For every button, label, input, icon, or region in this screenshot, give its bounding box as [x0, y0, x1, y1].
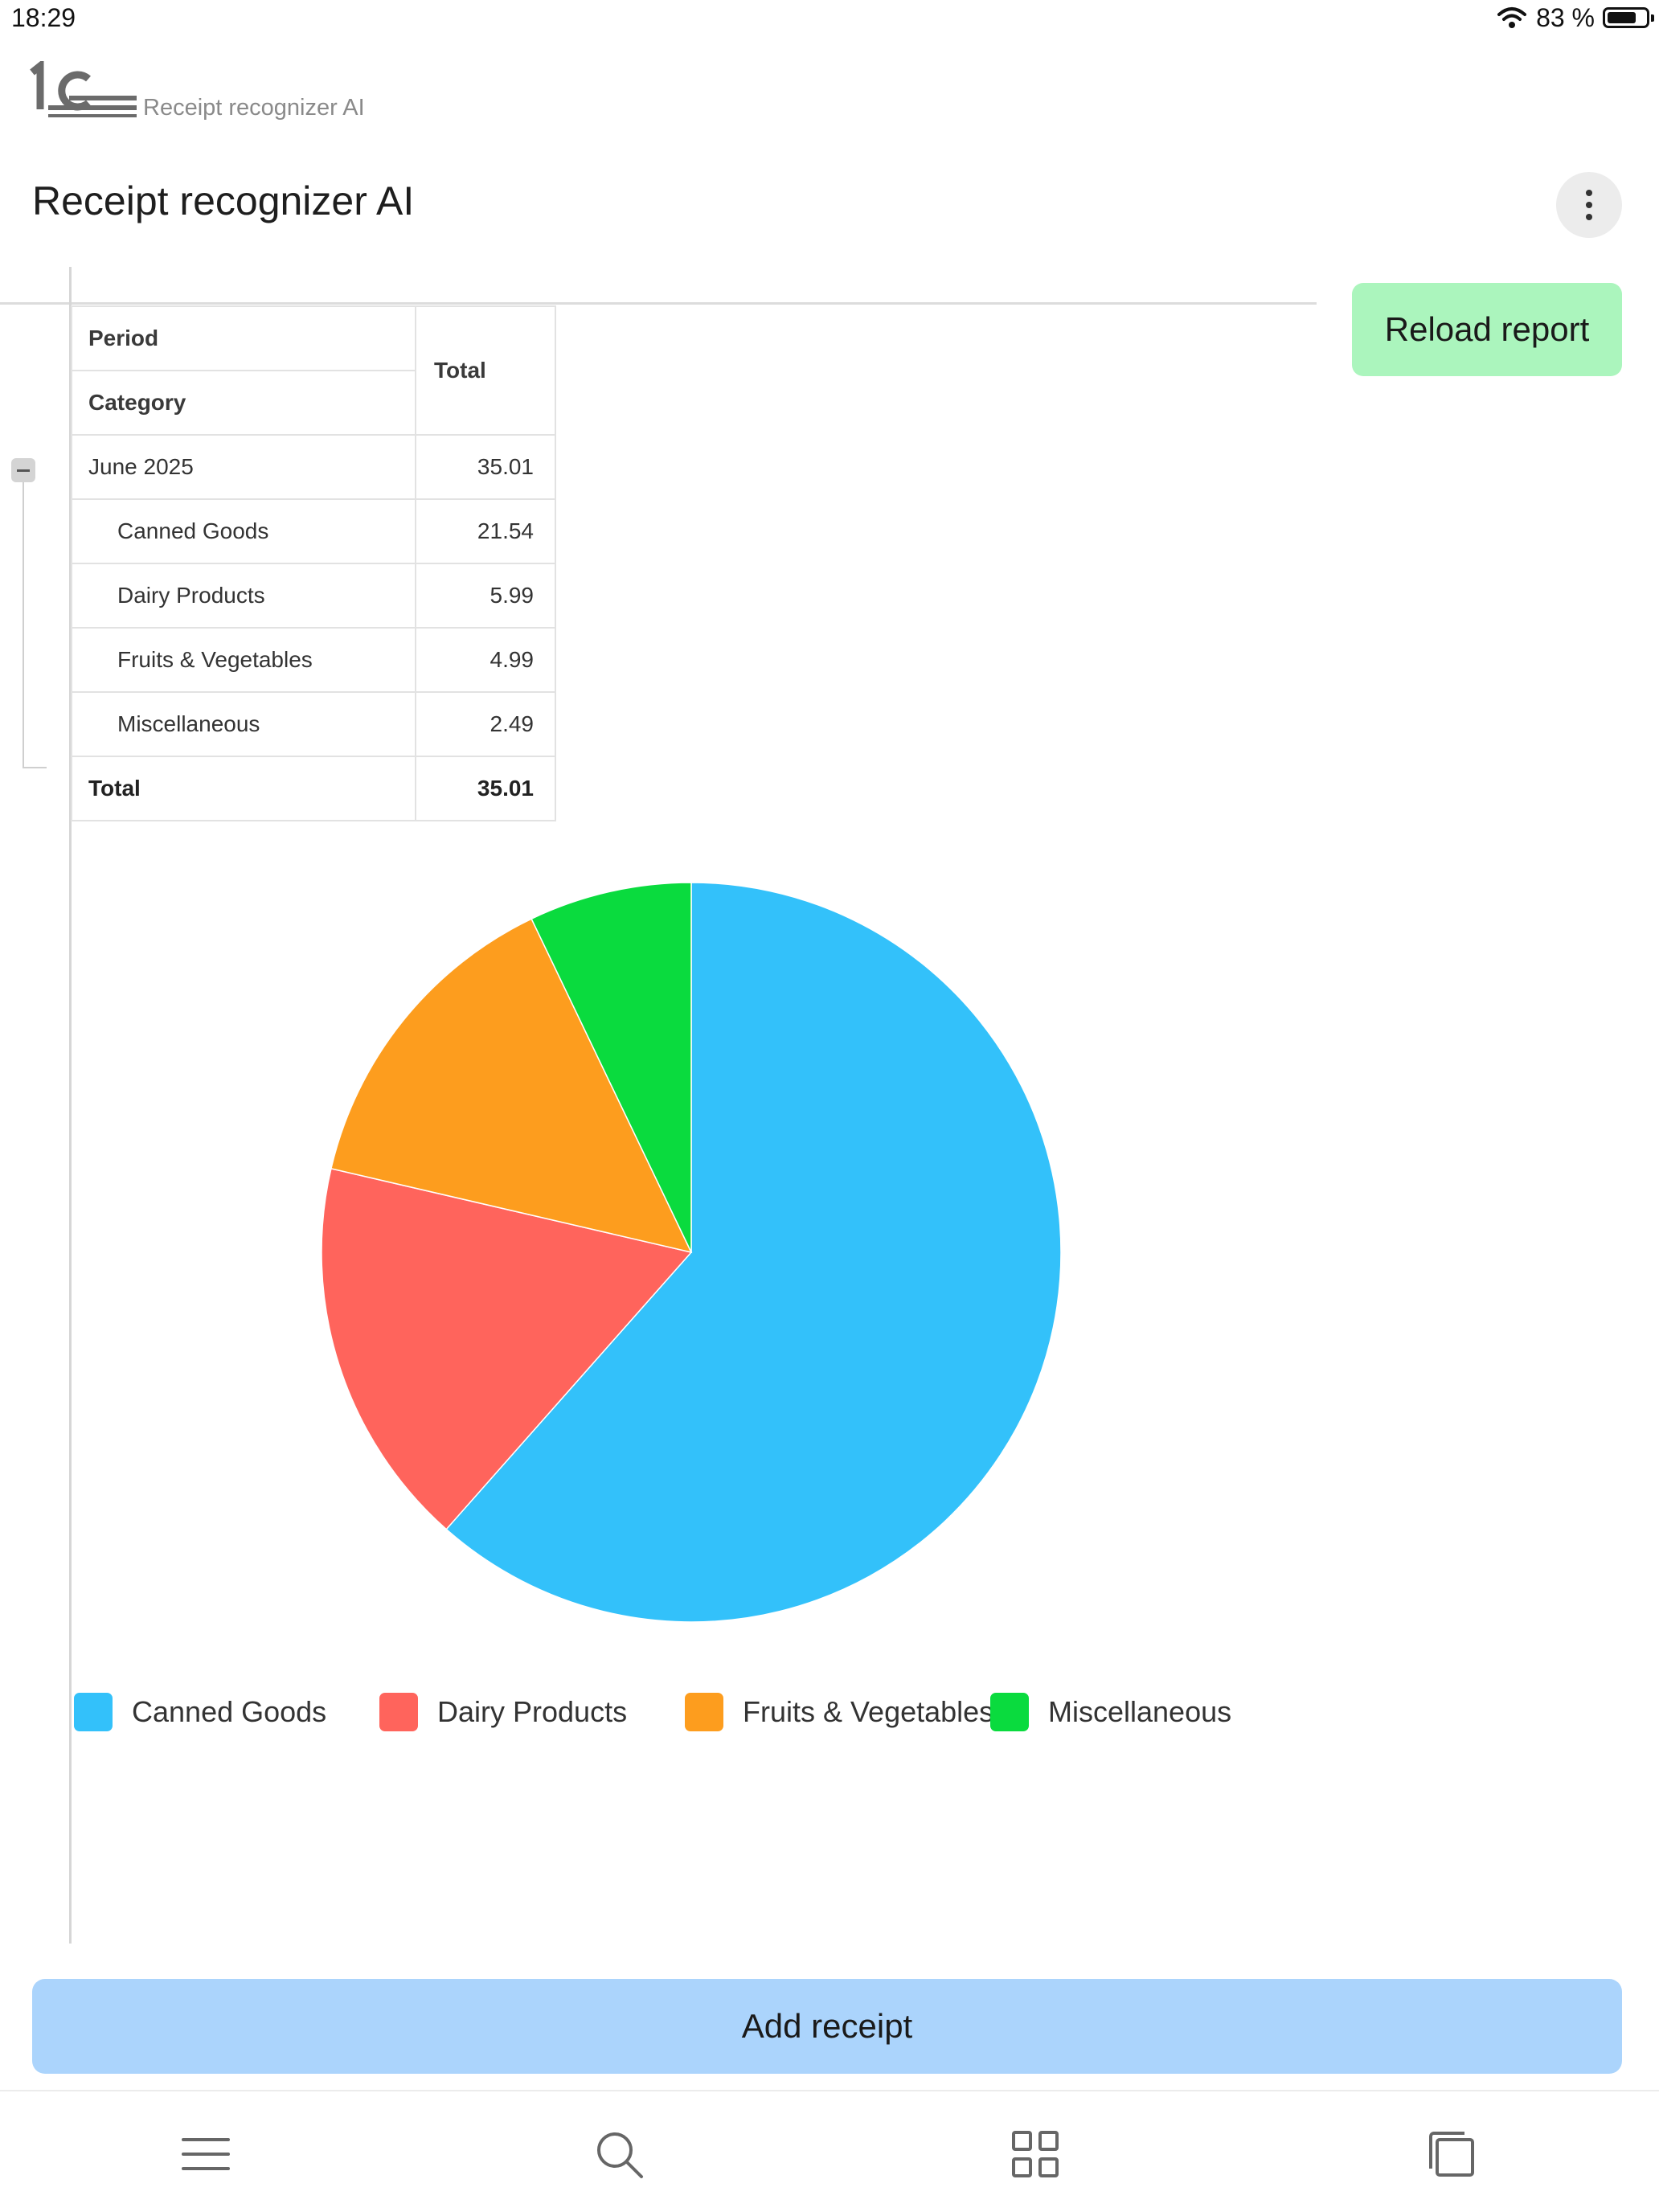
battery-icon: [1603, 7, 1654, 28]
legend-swatch: [74, 1693, 113, 1731]
group-bracket: [23, 482, 47, 768]
legend-item[interactable]: Dairy Products: [379, 1688, 627, 1736]
header-category: Category: [71, 370, 416, 436]
search-icon[interactable]: [593, 2128, 645, 2180]
legend-item[interactable]: Miscellaneous: [990, 1688, 1231, 1736]
row-label: Canned Goods: [71, 498, 416, 564]
report-top-divider: [0, 302, 1317, 305]
more-vertical-icon: [1586, 190, 1592, 196]
legend-item[interactable]: Fruits & Vegetables: [685, 1688, 993, 1736]
logo-caption: Receipt recognizer AI: [143, 95, 365, 121]
status-time: 18:29: [11, 3, 76, 32]
header-total: Total: [415, 305, 556, 436]
collapse-group-button[interactable]: [11, 458, 35, 482]
legend-label: Fruits & Vegetables: [743, 1695, 994, 1728]
report-left-divider: [69, 267, 72, 1944]
legend-item[interactable]: Canned Goods: [74, 1688, 326, 1736]
windows-icon[interactable]: [1426, 2128, 1477, 2180]
pie-slice-canned-goods[interactable]: [445, 882, 1062, 1623]
legend-swatch: [379, 1693, 418, 1731]
group-value: 35.01: [415, 434, 556, 500]
row-label: Fruits & Vegetables: [71, 627, 416, 693]
page-title: Receipt recognizer AI: [32, 178, 415, 223]
reload-report-button[interactable]: Reload report: [1352, 283, 1622, 376]
battery-level: [1608, 12, 1636, 23]
legend-swatch: [685, 1693, 723, 1731]
report-table: Period Total Category June 2025 35.01 Ca…: [71, 305, 556, 821]
more-options-button[interactable]: [1556, 172, 1622, 238]
pie-slice-dairy-products[interactable]: [321, 1167, 693, 1530]
status-indicators: 83 %: [1496, 2, 1654, 34]
legend-label: Dairy Products: [437, 1695, 628, 1728]
legend-label: Miscellaneous: [1048, 1695, 1232, 1728]
add-receipt-button[interactable]: Add receipt: [32, 1979, 1622, 2074]
menu-icon[interactable]: [180, 2128, 231, 2180]
table-header-row: Period Total: [71, 305, 556, 436]
row-label: Dairy Products: [71, 563, 416, 629]
minus-icon: [17, 469, 30, 472]
row-value: 21.54: [415, 498, 556, 564]
row-value: 5.99: [415, 563, 556, 629]
1c-logo: [30, 61, 137, 117]
table-row[interactable]: Canned Goods 21.54: [71, 498, 556, 564]
pie-slice-miscellaneous[interactable]: [530, 882, 692, 1253]
table-row[interactable]: Miscellaneous 2.49: [71, 691, 556, 757]
table-total-row: Total 35.01: [71, 756, 556, 821]
table-group-row[interactable]: June 2025 35.01: [71, 434, 556, 500]
wifi-icon: [1497, 7, 1527, 28]
legend-swatch: [990, 1693, 1029, 1731]
legend-label: Canned Goods: [132, 1695, 327, 1728]
row-value: 2.49: [415, 691, 556, 757]
header-period: Period: [71, 305, 416, 371]
bottom-nav: [0, 2090, 1659, 2212]
table-row[interactable]: Dairy Products 5.99: [71, 563, 556, 629]
row-value: 4.99: [415, 627, 556, 693]
row-label: Miscellaneous: [71, 691, 416, 757]
table-header-row: Category: [71, 370, 555, 436]
grid-icon[interactable]: [1010, 2128, 1061, 2180]
group-label: June 2025: [71, 434, 416, 500]
total-value: 35.01: [415, 756, 556, 821]
pie-slice-fruits-vegetables[interactable]: [330, 918, 693, 1254]
total-label: Total: [71, 756, 416, 821]
pie-chart: [321, 882, 1062, 1623]
table-row[interactable]: Fruits & Vegetables 4.99: [71, 627, 556, 693]
battery-percent: 83 %: [1536, 2, 1595, 32]
